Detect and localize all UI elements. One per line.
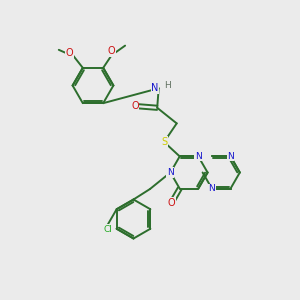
Text: N: N — [152, 83, 159, 93]
Text: N: N — [227, 152, 234, 161]
Text: Cl: Cl — [103, 225, 112, 234]
Text: S: S — [161, 137, 167, 147]
Text: O: O — [131, 101, 139, 111]
Text: N: N — [208, 184, 215, 193]
Text: N: N — [167, 168, 174, 177]
Text: O: O — [168, 198, 175, 208]
Text: N: N — [195, 152, 202, 161]
Text: O: O — [108, 46, 116, 56]
Text: H: H — [164, 81, 170, 90]
Text: O: O — [66, 48, 74, 59]
